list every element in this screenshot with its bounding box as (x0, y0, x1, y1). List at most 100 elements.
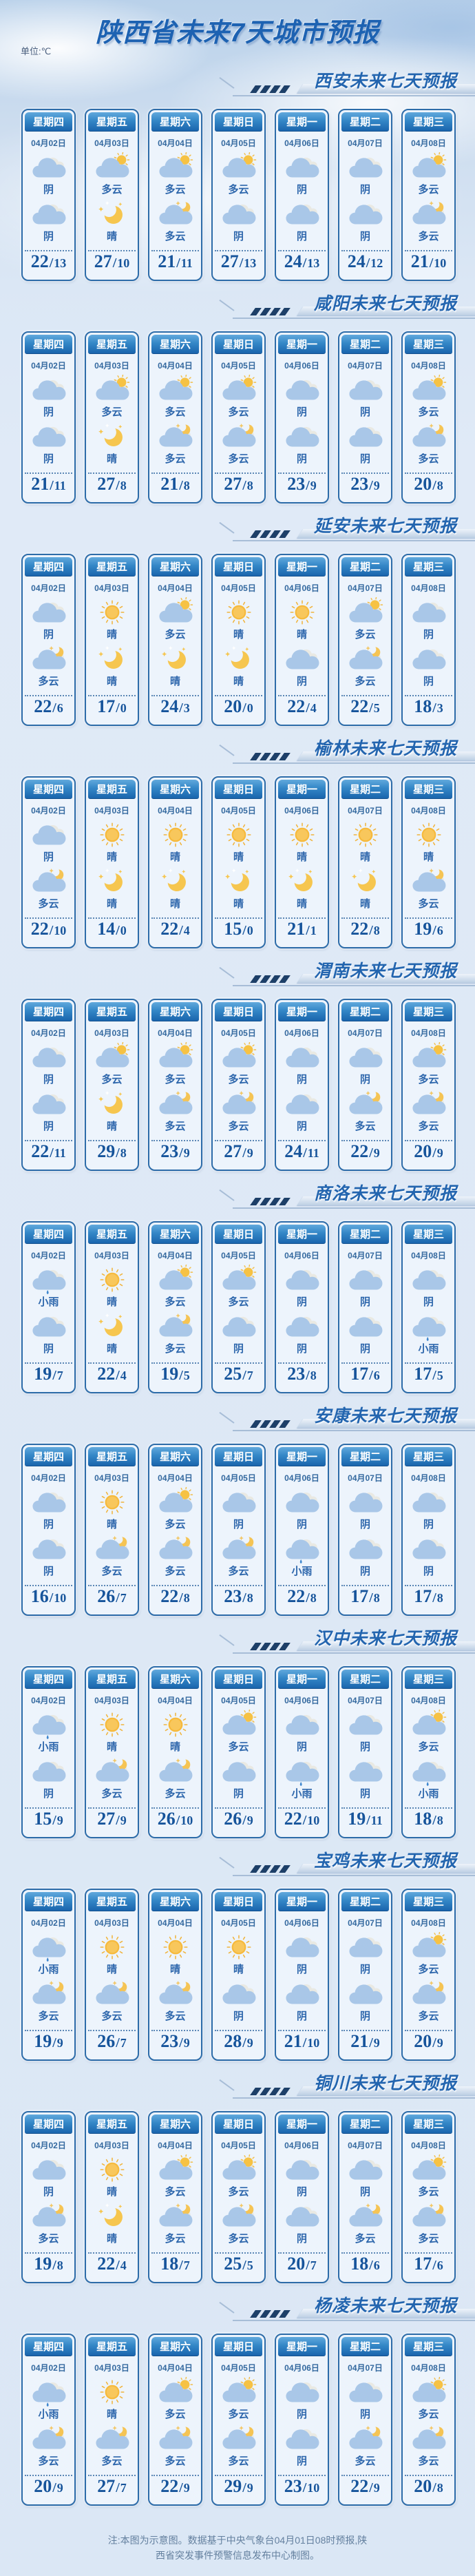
overcast-icon (219, 1311, 259, 1342)
overcast-icon (282, 2201, 322, 2232)
night-weather-label: 多云 (165, 1566, 186, 1577)
moon-icon (92, 199, 132, 229)
low-temp: 6 (373, 1369, 380, 1382)
weekday-header: 星期五 (88, 1225, 136, 1244)
low-temp: 5 (246, 2258, 253, 2272)
cloud-moon-icon (219, 1089, 259, 1119)
forecast-day-card: 星期日 04月05日 晴 晴 15/0 (211, 776, 266, 948)
temperature-range: 15/0 (224, 919, 253, 942)
night-weather-label: 阴 (233, 2011, 244, 2022)
weekday-header: 星期一 (278, 1447, 326, 1466)
low-temp: 8 (436, 1814, 443, 1827)
high-temp: 26 (157, 1809, 176, 1829)
temperature-range: 22/9 (160, 2476, 190, 2500)
day-weather-label: 阴 (359, 1296, 370, 1308)
forecast-day-card: 星期二 04月07日 阴 阴 19/11 (338, 1666, 392, 1838)
temperature-range: 22/8 (160, 1586, 190, 1610)
temp-separator: / (306, 2258, 310, 2273)
high-temp: 22 (350, 2476, 369, 2496)
cloud-sun-icon (219, 2154, 259, 2185)
low-temp: 9 (120, 1814, 127, 1827)
banner-hatch-marks (250, 1643, 291, 1650)
date-label: 04月04日 (158, 1251, 193, 1260)
moon-icon (282, 866, 322, 897)
city-banner-title: 榆林未来七天预报 (313, 739, 457, 758)
temp-separator: / (429, 256, 434, 271)
cloud-moon-icon (156, 1311, 196, 1342)
weekday-header: 星期五 (88, 1670, 136, 1689)
unit-label: 单位:℃ (21, 46, 52, 56)
date-label: 04月02日 (31, 1028, 66, 1038)
temperature-range: 27/8 (97, 474, 127, 497)
date-label: 04月08日 (411, 1028, 446, 1038)
high-temp: 17 (414, 2254, 432, 2274)
date-label: 04月02日 (31, 806, 66, 816)
sun-icon (92, 1710, 132, 1740)
high-temp: 22 (350, 919, 369, 939)
night-weather-label: 阴 (359, 2011, 370, 2022)
high-temp: 21 (284, 2031, 302, 2051)
overcast-icon (346, 375, 386, 405)
temp-separator: / (432, 478, 436, 493)
night-weather-label: 多云 (101, 1788, 123, 1800)
high-temp: 20 (414, 474, 432, 494)
temperature-range: 26/10 (158, 1809, 193, 1832)
temp-separator: / (306, 478, 310, 493)
date-label: 04月04日 (158, 1918, 193, 1928)
banner-swoosh-line (219, 1189, 235, 1201)
cloud-moon-icon (156, 1089, 196, 1119)
cloud-moon-icon (29, 866, 69, 897)
day-weather-label: 多云 (355, 629, 376, 641)
low-temp: 6 (56, 701, 63, 715)
high-temp: 23 (287, 474, 306, 494)
day-weather-label: 多云 (228, 1074, 249, 1086)
low-temp: 9 (436, 2036, 443, 2050)
rain-icon (29, 2377, 69, 2407)
high-temp: 22 (287, 1586, 306, 1606)
banner-swoosh-line (219, 2301, 235, 2314)
cloud-moon-icon (156, 422, 196, 452)
overcast-icon (409, 1534, 449, 1564)
day-weather-label: 阴 (359, 1074, 370, 1086)
day-weather-label: 阴 (359, 1964, 370, 1975)
date-label: 04月03日 (94, 361, 129, 371)
temp-separator: / (176, 1813, 180, 1828)
forecast-cards-row: 星期四 04月02日 阴 阴 22/13 星期五 04月03日 多云 晴 27/… (21, 109, 456, 281)
banner-underline (233, 1207, 475, 1209)
high-temp: 15 (224, 919, 242, 939)
sun-icon (92, 820, 132, 850)
temperature-range: 21/11 (158, 251, 193, 275)
high-temp: 22 (160, 2476, 179, 2496)
forecast-day-card: 星期三 04月08日 晴 多云 19/6 (401, 776, 456, 948)
dotted-divider (278, 472, 326, 474)
overcast-icon (346, 2154, 386, 2185)
night-weather-label: 小雨 (418, 1788, 439, 1800)
forecast-day-card: 星期五 04月03日 晴 晴 22/4 (85, 1221, 139, 1393)
forecast-day-card: 星期三 04月08日 阴 阴 18/3 (401, 554, 456, 726)
day-weather-label: 多云 (228, 406, 249, 418)
day-weather-label: 小雨 (38, 1964, 59, 1975)
low-temp: 3 (436, 701, 443, 715)
date-label: 04月03日 (94, 1918, 129, 1928)
dotted-divider (151, 695, 199, 696)
forecast-day-card: 星期三 04月08日 多云 多云 21/10 (401, 109, 456, 281)
day-weather-label: 晴 (169, 1964, 180, 1975)
forecast-day-card: 星期五 04月03日 晴 多云 27/9 (85, 1666, 139, 1838)
forecast-day-card: 星期三 04月08日 多云 多云 17/6 (401, 2111, 456, 2283)
overcast-icon (282, 644, 322, 674)
day-weather-label: 多云 (101, 184, 123, 196)
forecast-cards-row: 星期四 04月02日 阴 多云 22/6 星期五 04月03日 晴 晴 17/0… (21, 554, 456, 726)
dotted-divider (25, 917, 72, 919)
overcast-icon (409, 1265, 449, 1295)
date-label: 04月08日 (411, 1473, 446, 1483)
night-weather-label: 阴 (43, 231, 54, 242)
low-temp: 9 (373, 479, 380, 492)
low-temp: 8 (436, 1591, 443, 1605)
day-weather-label: 晴 (359, 851, 370, 863)
forecast-day-card: 星期二 04月07日 阴 多云 22/9 (338, 999, 392, 1171)
cloud-sun-icon (156, 1041, 196, 1072)
temp-separator: / (306, 1368, 310, 1383)
dotted-divider (88, 2030, 136, 2031)
temp-separator: / (366, 256, 370, 271)
night-weather-label: 阴 (359, 1788, 370, 1800)
